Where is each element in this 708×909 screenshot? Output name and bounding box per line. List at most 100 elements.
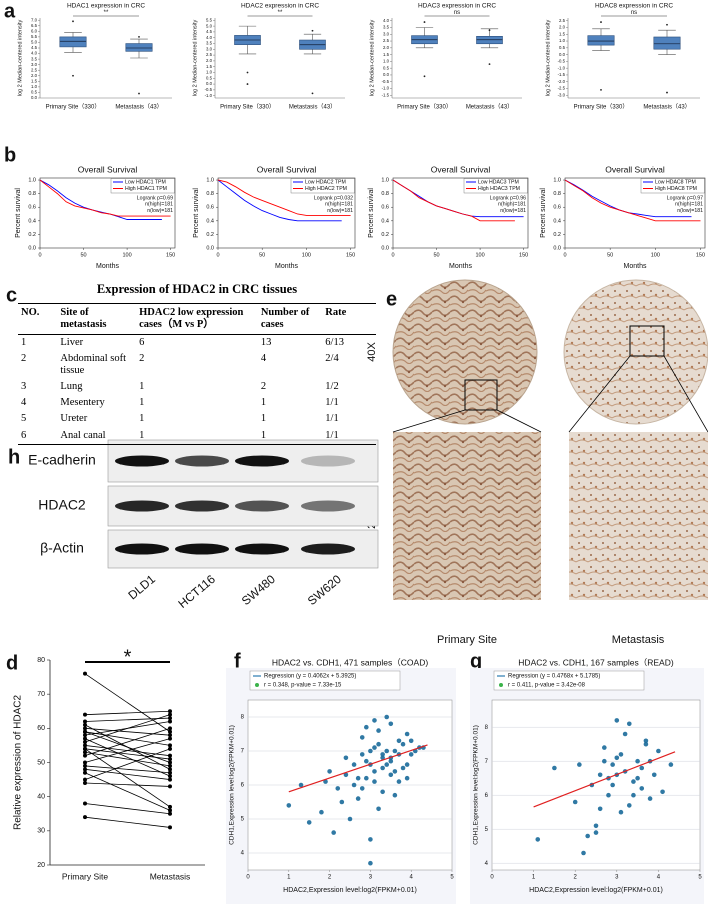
dot	[83, 740, 87, 744]
outlier	[311, 29, 314, 32]
y-tick-label: 50	[37, 759, 45, 766]
y-tick-label: 2.0	[206, 58, 213, 63]
y-tick-label: 1.0	[31, 84, 38, 89]
legend-label: High HDAC8 TPM	[655, 186, 697, 192]
point	[388, 758, 394, 764]
point	[384, 714, 390, 720]
point	[656, 748, 661, 754]
x-tick-label: 100	[651, 252, 660, 258]
zoom-connector	[663, 355, 708, 433]
x-tick-label: Metastasis（43）	[466, 104, 513, 111]
pair-line	[84, 710, 171, 716]
header-cell: Number of cases	[257, 303, 323, 336]
table-cell: 1/1	[325, 413, 339, 425]
point	[368, 860, 373, 866]
panel-letter: f	[234, 650, 241, 672]
dot	[168, 716, 172, 721]
dot	[83, 671, 87, 676]
point	[614, 718, 620, 723]
y-tick-label: -3.0	[558, 92, 566, 97]
y-tick-label: -1.0	[205, 93, 213, 98]
chart-title: Overall Survival	[605, 164, 665, 174]
x-tick-label: Metastasis（43）	[115, 104, 162, 111]
x-axis-label: Months	[275, 263, 298, 270]
y-tick-label: 0.6	[553, 205, 561, 211]
table-cell: 6	[139, 337, 145, 349]
x-tick-label: Metastasis	[150, 871, 191, 881]
annotation: n(high)=181	[145, 202, 173, 208]
point	[376, 728, 381, 733]
point	[372, 718, 377, 723]
ihc-image	[393, 432, 541, 600]
y-tick-label: 4.5	[206, 29, 213, 34]
point	[359, 786, 365, 791]
y-tick-label: 0.2	[553, 232, 561, 238]
legend-label: r = 0.411, p-value = 3.42e-08	[508, 683, 586, 689]
y-tick-label: 0.4	[381, 218, 389, 224]
table-row: 1 Liver 6 13 6/13	[18, 335, 376, 352]
annotation: Logrank p=0.69	[137, 195, 173, 201]
y-tick-label: 5.5	[31, 34, 38, 39]
x-tick-label: 4	[410, 875, 414, 881]
dot	[168, 804, 172, 809]
panel-letter: c	[6, 284, 17, 306]
y-tick-label: 1.0	[28, 177, 36, 183]
point	[392, 748, 398, 754]
site-label: Primary Site	[437, 634, 497, 646]
dot	[168, 726, 172, 731]
legend-label: Low HDAC2 TPM	[305, 179, 346, 185]
site-label: Metastasis	[612, 634, 665, 646]
point	[643, 738, 649, 744]
annotation: n(high)=181	[325, 202, 353, 208]
dot	[83, 736, 87, 741]
dot	[83, 777, 87, 782]
legend-box	[110, 178, 175, 194]
annotation: Logrank p=0.97	[667, 195, 703, 201]
y-tick-label: 1.5	[31, 78, 38, 83]
blot-band	[175, 455, 229, 467]
dot	[168, 733, 172, 738]
dot	[83, 763, 87, 768]
point	[331, 830, 336, 835]
y-axis-label: CDH1,Expression level:log2(FPKM+0.01)	[473, 725, 480, 845]
legend-box	[290, 178, 355, 194]
point	[372, 769, 377, 774]
outlier	[138, 35, 140, 38]
y-tick-label: 4	[485, 861, 489, 867]
dot	[168, 770, 172, 775]
dot	[168, 784, 172, 789]
y-tick-label: 4.0	[383, 18, 390, 23]
point	[635, 775, 640, 781]
annotation: n(low)=181	[147, 208, 173, 214]
point	[339, 799, 345, 805]
regression-line	[533, 751, 676, 808]
table-cell: Liver	[60, 337, 84, 349]
outlier	[72, 74, 74, 77]
pair-line	[84, 738, 171, 777]
point	[626, 803, 632, 808]
y-tick-label: 8	[241, 715, 245, 721]
table-title: Expression of HDAC2 in CRC tissues	[96, 282, 298, 296]
point	[380, 752, 385, 757]
point	[614, 755, 620, 761]
outlier	[246, 83, 249, 85]
outlier	[600, 21, 602, 23]
legend-swatch	[499, 683, 503, 687]
annotation: Logrank p=0.032	[314, 195, 353, 201]
x-axis-label: HDAC2,Expression level:log2(FPKM+0.01)	[283, 887, 417, 894]
dot	[168, 757, 172, 762]
table-cell: Ureter	[60, 413, 88, 425]
point	[400, 765, 406, 771]
x-tick-label: 0	[563, 252, 566, 258]
y-tick-label: 8	[485, 725, 489, 731]
x-tick-label: Metastasis（43）	[643, 104, 690, 111]
header-row: NO. Site of metastasis HDAC2 low expressio…	[18, 303, 376, 336]
y-tick-label: 1.5	[206, 64, 213, 69]
y-tick-label: 3.5	[383, 25, 390, 30]
point	[535, 837, 541, 842]
table-cell: 2/4	[325, 353, 339, 365]
y-tick-label: 3.5	[31, 56, 38, 61]
dot	[83, 801, 87, 806]
annotation: Logrank p=0.96	[490, 195, 526, 201]
